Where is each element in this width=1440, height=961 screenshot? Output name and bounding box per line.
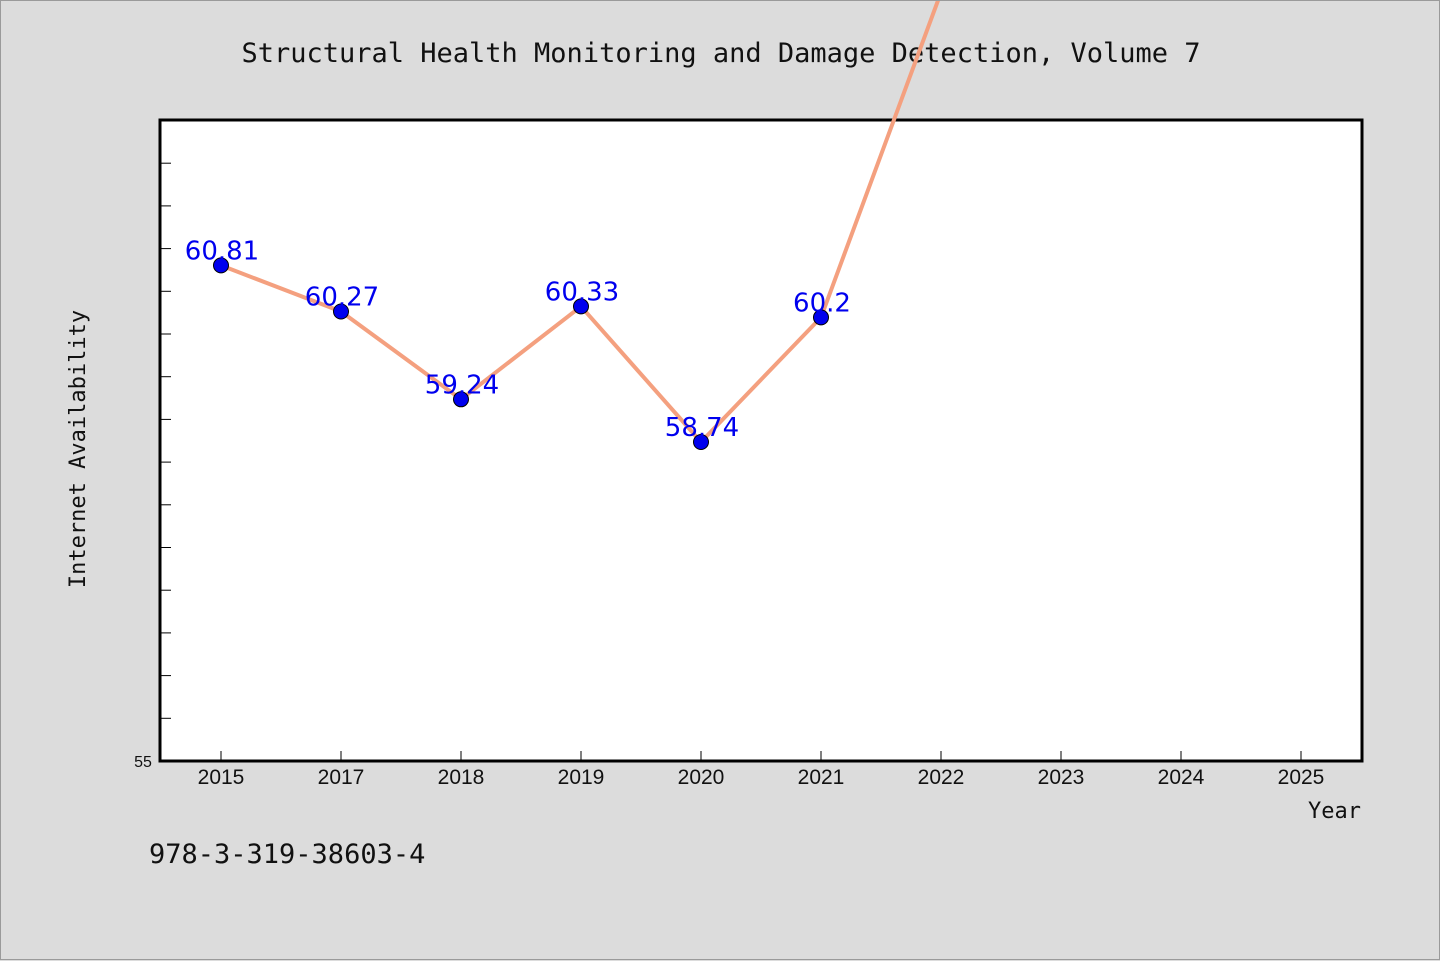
data-point [693, 434, 709, 450]
data-label: 59.24 [425, 370, 499, 400]
data-point [813, 309, 829, 326]
data-point [453, 391, 469, 408]
y-tick-label-min: 55 [134, 754, 152, 771]
x-tick-label: 2024 [1158, 766, 1205, 789]
x-tick-label: 2023 [1038, 766, 1085, 789]
y-axis-ticks [161, 162, 171, 719]
data-label: 60.2 [793, 288, 851, 318]
x-tick-label: 2020 [678, 766, 725, 789]
data-point [213, 257, 229, 274]
y-axis-label: Internet Availability [66, 310, 91, 588]
data-label: 60.81 [185, 236, 259, 266]
x-tick-label: 2017 [318, 766, 365, 789]
data-point [333, 303, 349, 320]
data-point [573, 298, 589, 315]
data-markers [213, 257, 829, 450]
x-tick-label: 2019 [558, 766, 605, 789]
data-label: 60.33 [545, 277, 619, 307]
chart-title: Structural Health Monitoring and Damage … [241, 38, 1200, 69]
isbn-footer: 978-3-319-38603-4 [149, 839, 425, 870]
data-label: 60.27 [305, 283, 379, 313]
x-tick-label: 2022 [918, 766, 965, 789]
series-line [220, 1, 940, 444]
x-tick-label: 2025 [1278, 766, 1325, 789]
data-labels: 60.8160.2759.2460.3358.7460.264.0168.196… [185, 236, 851, 443]
x-axis-label: Year [1308, 799, 1361, 824]
x-tick-label: 2021 [798, 766, 845, 789]
x-axis-ticks: 2015 2017 2018 2019 2020 2021 2022 2023 2024 2025 [198, 751, 1325, 789]
x-tick-label: 2015 [198, 766, 245, 789]
plot-area [158, 118, 1364, 763]
data-label: 58.74 [665, 413, 739, 443]
x-tick-label: 2018 [438, 766, 485, 789]
